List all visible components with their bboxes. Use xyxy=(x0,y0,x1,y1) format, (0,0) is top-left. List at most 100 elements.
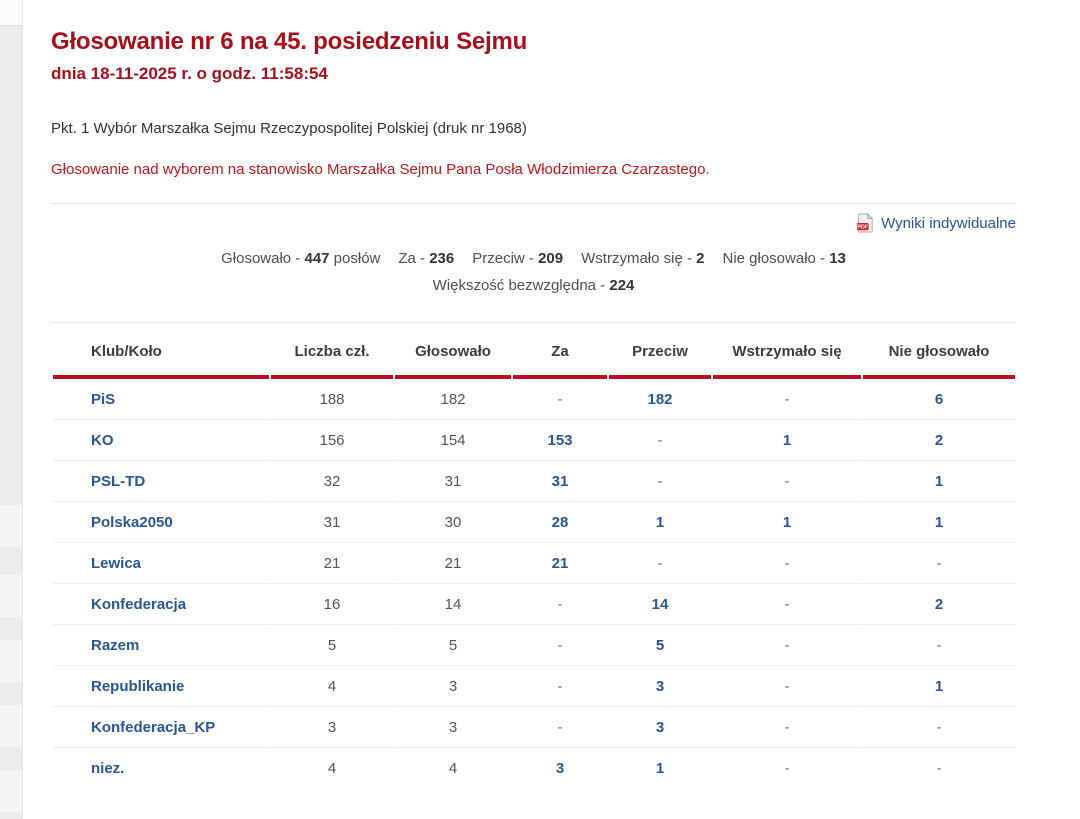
club-link[interactable]: Republikanie xyxy=(91,677,185,695)
vote-count-link[interactable]: 2 xyxy=(934,431,944,449)
vote-count-link[interactable]: 153 xyxy=(547,431,573,449)
vote-count-link[interactable]: 182 xyxy=(647,390,673,408)
club-link[interactable]: niez. xyxy=(91,759,125,777)
vote-count-link[interactable]: 1 xyxy=(934,677,944,695)
vote-count-link[interactable]: 21 xyxy=(551,554,569,572)
empty-vote-dash: - xyxy=(784,595,790,613)
vote-count-link[interactable]: 5 xyxy=(655,636,665,654)
vote-summary-line: Głosowało - 447 posłów Za - 236 Przeciw - … xyxy=(51,250,1016,268)
vote-count-cell: - xyxy=(713,707,861,748)
vote-count-cell: 1 xyxy=(713,420,861,461)
club-cell: Republikanie xyxy=(53,666,269,707)
majority-item: Większość bezwzględna - 224 xyxy=(433,277,635,294)
empty-vote-dash: - xyxy=(784,677,790,695)
vote-count-link[interactable]: 2 xyxy=(934,595,944,613)
table-row: Razem 5 5-5- - xyxy=(53,625,1015,666)
vote-count-cell: 1 xyxy=(863,502,1015,543)
empty-vote-dash: - xyxy=(936,554,942,572)
vote-count-cell: - xyxy=(713,748,861,789)
vote-count-cell: - xyxy=(863,625,1015,666)
voted-count-cell: 154 xyxy=(395,420,511,461)
vote-count-cell: 3 xyxy=(609,707,711,748)
voted-count-cell: 21 xyxy=(395,543,511,584)
individual-results-link[interactable]: Wyniki indywidualne xyxy=(881,214,1016,232)
summary-item: Głosowało - 447 posłów xyxy=(221,250,381,267)
club-cell: Lewica xyxy=(53,543,269,584)
column-header: Wstrzymało się xyxy=(713,323,861,379)
club-link[interactable]: KO xyxy=(91,431,114,449)
vote-count-cell: 182 xyxy=(609,379,711,420)
vote-count-cell: 21 xyxy=(513,543,607,584)
vote-count-cell: - xyxy=(609,543,711,584)
vote-count-link[interactable]: 1 xyxy=(934,472,944,490)
majority-value: 224 xyxy=(609,277,635,294)
summary-item: Przeciw - 209 xyxy=(472,250,564,267)
voted-count-cell: 4 xyxy=(448,759,458,777)
vote-count-link[interactable]: 6 xyxy=(934,390,944,408)
vote-count-link[interactable]: 31 xyxy=(551,472,569,490)
vote-count-cell: 2 xyxy=(863,584,1015,625)
empty-vote-dash: - xyxy=(557,595,563,613)
vote-count-link[interactable]: 1 xyxy=(782,431,792,449)
club-link[interactable]: Konfederacja_KP xyxy=(91,718,216,736)
members-count-cell: 3 xyxy=(271,707,393,748)
club-cell: Razem xyxy=(53,625,269,666)
club-cell: PSL-TD xyxy=(53,461,269,502)
gutter-block xyxy=(0,640,22,682)
vote-count-link[interactable]: 3 xyxy=(655,718,665,736)
club-link[interactable]: PiS xyxy=(91,390,116,408)
vote-count-cell: - xyxy=(609,420,711,461)
gutter-block xyxy=(0,705,22,747)
voted-count-cell: 3 xyxy=(395,666,511,707)
vote-count-cell: 5 xyxy=(609,625,711,666)
vote-count-cell: - xyxy=(513,625,607,666)
club-link[interactable]: Polska2050 xyxy=(91,513,173,531)
voted-count-cell: 5 xyxy=(395,625,511,666)
voted-count-cell: 30 xyxy=(395,502,511,543)
vote-description: Głosowanie nad wyborem na stanowisko Mar… xyxy=(51,161,710,178)
club-link[interactable]: Konfederacja xyxy=(91,595,187,613)
divider-top xyxy=(51,203,1016,204)
gutter-block xyxy=(0,505,22,547)
vote-count-link[interactable]: 14 xyxy=(651,595,669,613)
empty-vote-dash: - xyxy=(784,554,790,572)
empty-vote-dash: - xyxy=(557,390,563,408)
table-row: Republikanie 4 3-3-1 xyxy=(53,666,1015,707)
column-header: Za xyxy=(513,323,607,379)
summary-item: Za - 236 xyxy=(398,250,455,267)
vote-count-link[interactable]: 3 xyxy=(655,677,665,695)
majority-label: Większość bezwzględna - xyxy=(432,277,606,294)
empty-vote-dash: - xyxy=(657,472,663,490)
results-table-header-row: Klub/Koło Liczba czł. Głosowało Za Przeciw Ws… xyxy=(53,323,1015,379)
column-header: Przeciw xyxy=(609,323,711,379)
voting-results-card: Głosowanie nr 6 na 45. posiedzeniu Sejmu… xyxy=(22,0,1080,819)
vote-count-link[interactable]: 1 xyxy=(934,513,944,531)
vote-count-link[interactable]: 1 xyxy=(655,759,665,777)
vote-count-cell: - xyxy=(513,584,607,625)
majority-line: Większość bezwzględna - 224 xyxy=(51,277,1016,295)
empty-vote-dash: - xyxy=(936,636,942,654)
members-count-cell: 188 xyxy=(271,379,393,420)
club-link[interactable]: Razem xyxy=(91,636,140,654)
pdf-icon[interactable]: PDF xyxy=(856,213,874,233)
vote-count-link[interactable]: 28 xyxy=(551,513,569,531)
empty-vote-dash: - xyxy=(784,636,790,654)
members-count-cell: 156 xyxy=(271,420,393,461)
agenda-item: Pkt. 1 Wybór Marszałka Sejmu Rzeczypospo… xyxy=(51,120,527,137)
vote-count-cell: 2 xyxy=(863,420,1015,461)
club-link[interactable]: PSL-TD xyxy=(91,472,146,490)
empty-vote-dash: - xyxy=(557,677,563,695)
vote-count-link[interactable]: 1 xyxy=(655,513,665,531)
table-row: Konfederacja 16 14-14-2 xyxy=(53,584,1015,625)
vote-count-cell: - xyxy=(863,707,1015,748)
table-row: niez. 4 4 3 1 - - xyxy=(53,748,1015,789)
gutter-block xyxy=(0,575,22,617)
voted-count-cell: 182 xyxy=(395,379,511,420)
vote-count-link[interactable]: 1 xyxy=(782,513,792,531)
empty-vote-dash: - xyxy=(936,759,942,777)
club-link[interactable]: Lewica xyxy=(91,554,142,572)
club-cell: niez. xyxy=(53,748,269,789)
vote-count-link[interactable]: 3 xyxy=(555,759,565,777)
vote-count-cell: 1 xyxy=(609,748,711,789)
empty-vote-dash: - xyxy=(557,718,563,736)
